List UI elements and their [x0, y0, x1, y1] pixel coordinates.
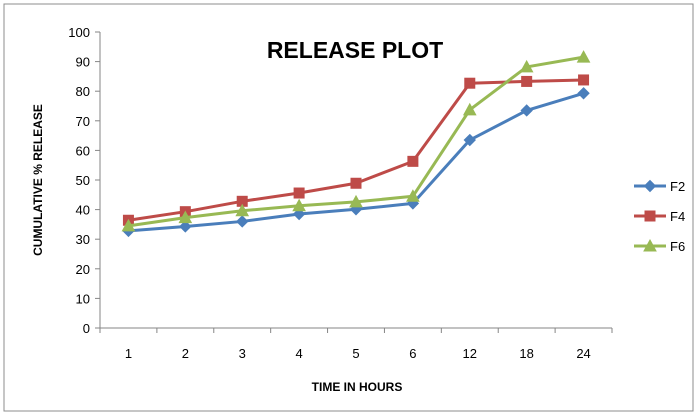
series-f2 [122, 87, 590, 238]
legend-label-f6: F6 [670, 239, 685, 254]
series-layer [121, 50, 591, 238]
legend-label-f2: F2 [670, 179, 685, 194]
data-point-f4 [521, 75, 533, 87]
data-point-f6 [349, 194, 363, 208]
y-tick-label: 10 [76, 291, 90, 306]
legend-marker-f2 [643, 179, 657, 193]
y-tick-label: 80 [76, 84, 90, 99]
y-tick-label: 20 [76, 262, 90, 277]
y-tick-label: 60 [76, 143, 90, 158]
x-axis-title: TIME IN HOURS [312, 380, 403, 394]
y-tick-label: 90 [76, 55, 90, 70]
legend-item-f2: F2 [634, 179, 685, 194]
y-axis-title: CUMULATIVE % RELEASE [31, 104, 45, 256]
x-tick-label: 12 [463, 346, 477, 361]
legend-label-f4: F4 [670, 209, 685, 224]
data-point-f4 [350, 177, 362, 189]
data-point-f6 [519, 59, 534, 73]
data-point-f2 [292, 207, 306, 221]
data-point-f4 [464, 77, 476, 89]
legend: F2 F4 F6 [634, 179, 685, 254]
x-tick-label: 3 [239, 346, 246, 361]
data-point-f4 [293, 187, 305, 199]
x-tick-label: 24 [576, 346, 590, 361]
data-point-f2 [520, 104, 533, 117]
data-point-f4 [407, 155, 419, 167]
y-tick-label: 30 [76, 232, 90, 247]
x-tick-label: 6 [409, 346, 416, 361]
series-f6 [121, 50, 591, 232]
data-point-f2 [463, 133, 476, 147]
data-point-f6 [576, 50, 591, 63]
data-point-f2 [236, 215, 249, 228]
legend-item-f4: F4 [634, 209, 685, 224]
data-point-f6 [121, 218, 136, 232]
x-tick-label: 18 [519, 346, 533, 361]
legend-item-f6: F6 [634, 238, 685, 254]
data-point-f4 [578, 74, 590, 86]
data-point-f2 [179, 220, 192, 233]
y-tick-label: 0 [83, 321, 90, 336]
x-tick-label: 1 [125, 346, 132, 361]
x-tick-label: 4 [295, 346, 302, 361]
y-tick-label: 100 [68, 25, 90, 40]
legend-marker-f4 [644, 210, 656, 222]
data-point-f6 [406, 189, 420, 202]
chart-border [3, 3, 694, 412]
data-point-f6 [178, 210, 193, 224]
data-point-f2 [577, 87, 590, 100]
x-tick-label: 2 [182, 346, 189, 361]
data-point-f6 [235, 203, 250, 217]
data-point-f6 [292, 198, 306, 212]
x-tick-label: 5 [352, 346, 359, 361]
y-tick-label: 50 [76, 173, 90, 188]
chart-title: RELEASE PLOT [267, 37, 443, 63]
y-tick-label: 40 [76, 203, 90, 218]
y-tick-label: 70 [76, 114, 90, 129]
data-point-f6 [462, 102, 477, 116]
legend-marker-f6 [643, 238, 657, 252]
